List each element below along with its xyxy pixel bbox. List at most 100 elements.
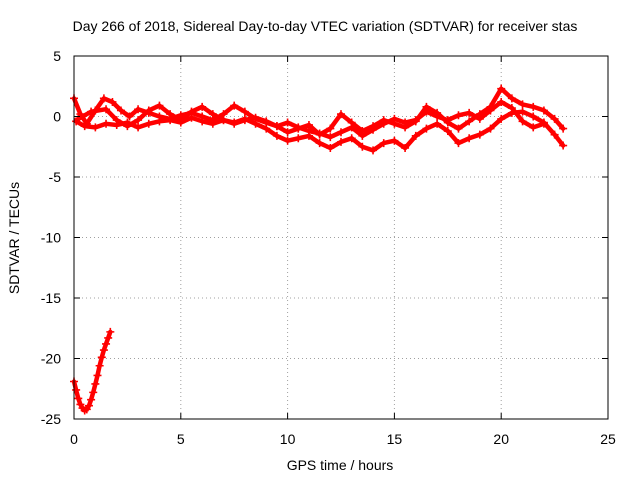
data-point — [433, 112, 442, 121]
data-point — [208, 119, 217, 128]
chart-title: Day 266 of 2018, Sidereal Day-to-day VTE… — [73, 18, 578, 34]
data-point — [134, 123, 143, 132]
data-point — [518, 100, 527, 109]
data-point — [358, 142, 367, 151]
data-point — [390, 136, 399, 145]
series-track-c — [74, 97, 548, 142]
data-point — [507, 94, 516, 103]
data-point — [390, 114, 399, 123]
data-point — [422, 124, 431, 133]
series-track-d — [70, 327, 115, 415]
data-point — [87, 395, 96, 404]
data-point — [454, 124, 463, 133]
data-point — [187, 107, 196, 116]
x-tick-label: 10 — [280, 431, 296, 447]
data-point — [539, 106, 548, 115]
data-point — [475, 114, 484, 123]
axes — [73, 55, 609, 420]
data-point — [326, 133, 335, 142]
data-point — [497, 114, 506, 123]
data-point — [89, 388, 98, 397]
data-point — [465, 134, 474, 143]
data-point — [443, 116, 452, 125]
data-point — [337, 110, 345, 119]
data-point — [91, 123, 100, 132]
x-tick-label: 20 — [493, 431, 509, 447]
data-point — [84, 401, 93, 410]
data-point — [550, 130, 559, 139]
y-tick-label: -10 — [41, 230, 61, 246]
data-point — [112, 116, 121, 125]
data-point — [155, 117, 164, 126]
data-point — [337, 128, 345, 137]
data-point — [251, 113, 260, 122]
data-point — [454, 111, 463, 120]
y-tick-label: -20 — [41, 351, 61, 367]
y-tick-label: 5 — [53, 48, 61, 64]
data-point — [550, 114, 559, 123]
x-axis-label: GPS time / hours — [287, 457, 394, 473]
data-point — [315, 129, 324, 138]
data-point — [125, 112, 134, 121]
data-point — [97, 353, 106, 362]
data-point — [559, 124, 568, 133]
y-tick-label: -5 — [49, 169, 62, 185]
data-point — [72, 385, 81, 394]
x-tick-label: 15 — [387, 431, 403, 447]
data-point — [99, 346, 108, 355]
data-point — [91, 379, 100, 388]
data-point — [240, 116, 249, 125]
data-point — [507, 104, 516, 113]
data-point — [529, 112, 538, 121]
data-point — [369, 125, 378, 134]
data-point — [369, 146, 378, 155]
data-point — [272, 122, 281, 131]
data-point — [401, 143, 410, 152]
data-point — [294, 123, 303, 132]
data-point — [134, 105, 143, 114]
data-point — [123, 122, 132, 131]
data-point — [379, 139, 388, 148]
data-point — [497, 84, 506, 93]
data-point — [304, 127, 313, 136]
data-series — [70, 84, 568, 415]
data-point — [144, 106, 153, 115]
data-point — [219, 116, 228, 125]
data-point — [93, 371, 102, 380]
data-point — [422, 107, 431, 116]
data-point — [326, 124, 335, 133]
data-point — [262, 117, 271, 126]
data-point — [379, 119, 388, 128]
data-point — [87, 107, 96, 116]
data-point — [230, 101, 239, 110]
data-point — [155, 101, 164, 110]
data-point — [559, 141, 568, 150]
data-point — [283, 128, 292, 137]
data-point — [401, 118, 410, 127]
data-point — [443, 127, 452, 136]
tick-labels: 0 5 10 15 20 25 5 0 -5 -10 -15 -20 -25 — [41, 48, 616, 447]
data-point — [134, 116, 143, 125]
y-tick-label: -25 — [41, 411, 61, 427]
data-point — [283, 118, 292, 127]
data-point — [283, 136, 292, 145]
data-point — [272, 131, 281, 140]
data-point — [315, 139, 324, 148]
data-point — [102, 339, 111, 348]
data-point — [262, 124, 271, 133]
data-point — [240, 107, 249, 116]
data-point — [465, 117, 474, 126]
data-point — [337, 137, 345, 146]
data-point — [294, 134, 303, 143]
data-point — [102, 105, 111, 114]
y-axis-label: SDTVAR / TECUs — [6, 182, 22, 294]
data-point — [104, 333, 113, 342]
data-point — [486, 106, 495, 115]
x-tick-label: 25 — [600, 431, 616, 447]
y-tick-label: -15 — [41, 290, 61, 306]
data-point — [529, 123, 538, 132]
data-point — [144, 119, 153, 128]
data-point — [347, 123, 356, 132]
